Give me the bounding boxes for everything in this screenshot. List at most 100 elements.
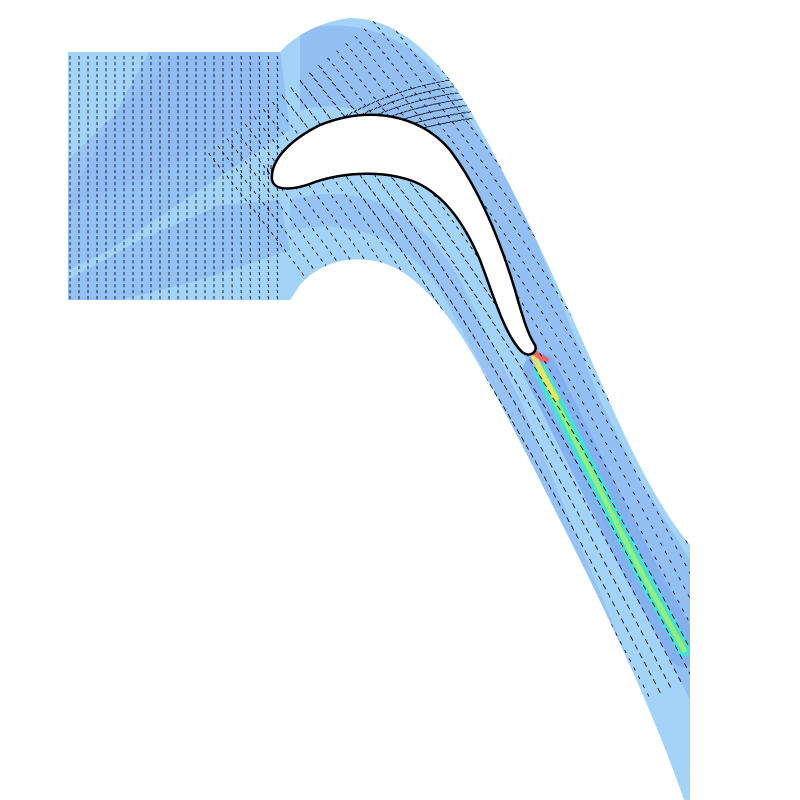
velocity-vector	[680, 631, 684, 637]
velocity-vector	[412, 266, 417, 272]
velocity-vector	[641, 607, 645, 613]
velocity-vector	[340, 74, 344, 78]
velocity-vector	[417, 253, 422, 259]
velocity-vector	[693, 481, 695, 484]
velocity-vector	[468, 76, 473, 79]
velocity-vector	[654, 656, 658, 662]
velocity-vector	[430, 124, 435, 127]
velocity-vector	[235, 186, 239, 191]
velocity-vector	[544, 648, 547, 652]
velocity-vector	[468, 83, 473, 86]
velocity-vector	[355, 306, 358, 311]
velocity-vector	[454, 306, 458, 312]
velocity-vector	[541, 425, 545, 431]
velocity-vector	[584, 648, 587, 653]
velocity-vector	[290, 124, 294, 128]
velocity-vector	[415, 107, 421, 110]
velocity-vector	[396, 411, 400, 416]
velocity-vector	[593, 330, 597, 334]
velocity-vector	[768, 597, 770, 600]
velocity-vector	[333, 276, 336, 280]
velocity-vector	[651, 601, 656, 608]
velocity-vector	[704, 575, 706, 578]
velocity-vector	[518, 575, 521, 579]
velocity-vector	[349, 111, 353, 115]
velocity-vector	[622, 355, 626, 360]
velocity-vector	[538, 490, 541, 494]
velocity-vector	[437, 455, 440, 460]
velocity-vector	[587, 680, 590, 684]
velocity-vector	[456, 374, 459, 378]
velocity-vector	[437, 83, 441, 87]
velocity-vector	[267, 259, 270, 264]
velocity-vector	[591, 513, 595, 520]
velocity-vector	[552, 589, 555, 593]
velocity-vector	[208, 152, 211, 157]
velocity-vector	[423, 201, 428, 206]
velocity-vector	[368, 325, 371, 330]
velocity-vector	[567, 377, 571, 382]
velocity-vector	[391, 25, 395, 29]
velocity-vector	[577, 489, 582, 495]
velocity-vector	[507, 507, 510, 511]
velocity-vector	[572, 385, 576, 389]
velocity-vector	[554, 544, 558, 549]
velocity-vector	[267, 157, 270, 162]
velocity-vector	[480, 460, 484, 464]
velocity-vector	[480, 179, 484, 183]
velocity-vector	[386, 38, 390, 42]
velocity-vector	[499, 206, 502, 210]
velocity-vector	[438, 346, 441, 350]
velocity-vector	[344, 332, 348, 337]
velocity-vector	[639, 652, 643, 659]
velocity-vector	[372, 77, 376, 81]
velocity-vector	[681, 608, 685, 612]
velocity-vector	[530, 622, 533, 627]
velocity-vector	[541, 520, 544, 524]
velocity-vector	[479, 481, 482, 486]
velocity-vector	[267, 181, 270, 186]
velocity-vector	[511, 442, 514, 447]
velocity-vector	[431, 89, 436, 91]
velocity-vector	[594, 544, 599, 550]
velocity-vector	[445, 470, 449, 474]
velocity-vector	[275, 237, 278, 242]
velocity-vector	[457, 514, 461, 518]
velocity-vector	[452, 436, 456, 440]
velocity-vector	[395, 98, 400, 102]
velocity-vector	[276, 283, 279, 288]
velocity-vector	[575, 631, 578, 636]
velocity-vector	[617, 686, 620, 691]
velocity-vector	[340, 112, 346, 117]
velocity-vector	[696, 535, 698, 538]
velocity-vector	[508, 199, 512, 203]
velocity-vector	[542, 670, 546, 675]
velocity-vector	[582, 497, 586, 503]
velocity-vector	[411, 305, 414, 310]
velocity-vector	[472, 313, 477, 319]
velocity-vector	[405, 338, 408, 343]
velocity-vector	[432, 103, 437, 105]
velocity-vector	[258, 175, 261, 180]
velocity-vector	[499, 469, 503, 474]
velocity-vector	[561, 256, 564, 260]
velocity-vector	[628, 658, 632, 662]
velocity-vector	[618, 564, 623, 570]
velocity-vector	[534, 555, 537, 560]
velocity-vector	[507, 260, 511, 264]
velocity-vector	[494, 199, 498, 203]
velocity-vector	[467, 437, 470, 442]
velocity-vector	[650, 525, 654, 529]
velocity-vector	[226, 138, 230, 142]
velocity-vector	[556, 426, 560, 433]
velocity-vector	[476, 452, 479, 457]
velocity-vector	[297, 266, 300, 270]
velocity-vector	[639, 455, 642, 459]
velocity-vector	[474, 273, 479, 278]
velocity-vector	[448, 339, 451, 344]
velocity-vector	[249, 185, 252, 189]
velocity-vector	[352, 262, 355, 266]
velocity-vector	[604, 441, 608, 446]
velocity-vector	[345, 99, 350, 104]
velocity-vector	[315, 271, 318, 275]
